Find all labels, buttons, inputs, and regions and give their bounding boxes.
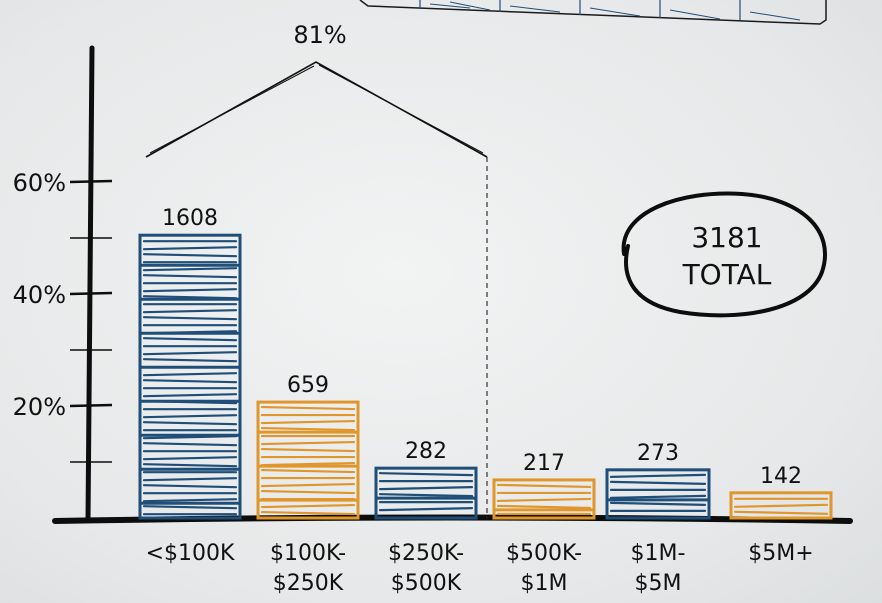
total-label: TOTAL <box>682 258 772 291</box>
x-tick-label: <$100K <box>146 541 235 566</box>
bar: 142 <box>729 464 833 520</box>
x-tick-label: $100K-$250K <box>270 541 346 596</box>
bar-hatch <box>496 483 592 516</box>
bar-section-lines <box>258 430 358 502</box>
bar: 659 <box>256 373 360 520</box>
bar: 217 <box>492 451 596 520</box>
bar: 273 <box>605 441 711 520</box>
bar-value-label: 142 <box>760 464 802 489</box>
bar-outline <box>605 468 711 520</box>
bar-value-label: 1608 <box>162 206 218 231</box>
bar-outline <box>138 233 242 520</box>
bar-value-label: 217 <box>523 451 565 476</box>
x-tick-label: $500K-$1M <box>506 541 582 596</box>
bar-hatch <box>142 240 238 516</box>
bar-value-label: 659 <box>287 373 329 398</box>
bar-hatch <box>378 472 474 512</box>
total-value: 3181 <box>691 221 762 254</box>
y-tick-label: 40% <box>13 281 66 309</box>
total-ellipse <box>621 191 828 318</box>
bar-hatch <box>733 497 829 515</box>
bracket-label: 81% <box>293 21 346 49</box>
bracket-outline <box>145 61 488 158</box>
total-callout: 3181 TOTAL <box>621 191 828 318</box>
bracket-sketch-stroke <box>149 64 484 154</box>
bar: 282 <box>374 439 478 520</box>
y-axis-line <box>85 45 95 523</box>
bar-value-label: 282 <box>405 439 447 464</box>
cropped-top-sketch <box>359 0 827 25</box>
bar-section-lines <box>140 263 240 505</box>
bar-hatch <box>609 473 707 512</box>
y-tick-mark <box>69 179 113 184</box>
bar-value-label: 273 <box>637 441 679 466</box>
y-tick-label: 60% <box>13 169 66 197</box>
bar-outline <box>256 400 360 520</box>
bar-outline <box>374 466 478 520</box>
y-tick-label: 20% <box>13 393 66 421</box>
x-tick-label: $250K-$500K <box>388 541 464 596</box>
x-tick-label: $1M-$5M <box>631 541 686 596</box>
y-tick-mark <box>69 403 113 408</box>
x-tick-label: $5M+ <box>748 541 813 566</box>
bar-hatch <box>260 405 356 516</box>
bar-outline <box>492 478 596 520</box>
bar: 1608 <box>138 206 242 520</box>
y-tick-mark <box>69 291 113 296</box>
bar-outline <box>729 491 833 520</box>
